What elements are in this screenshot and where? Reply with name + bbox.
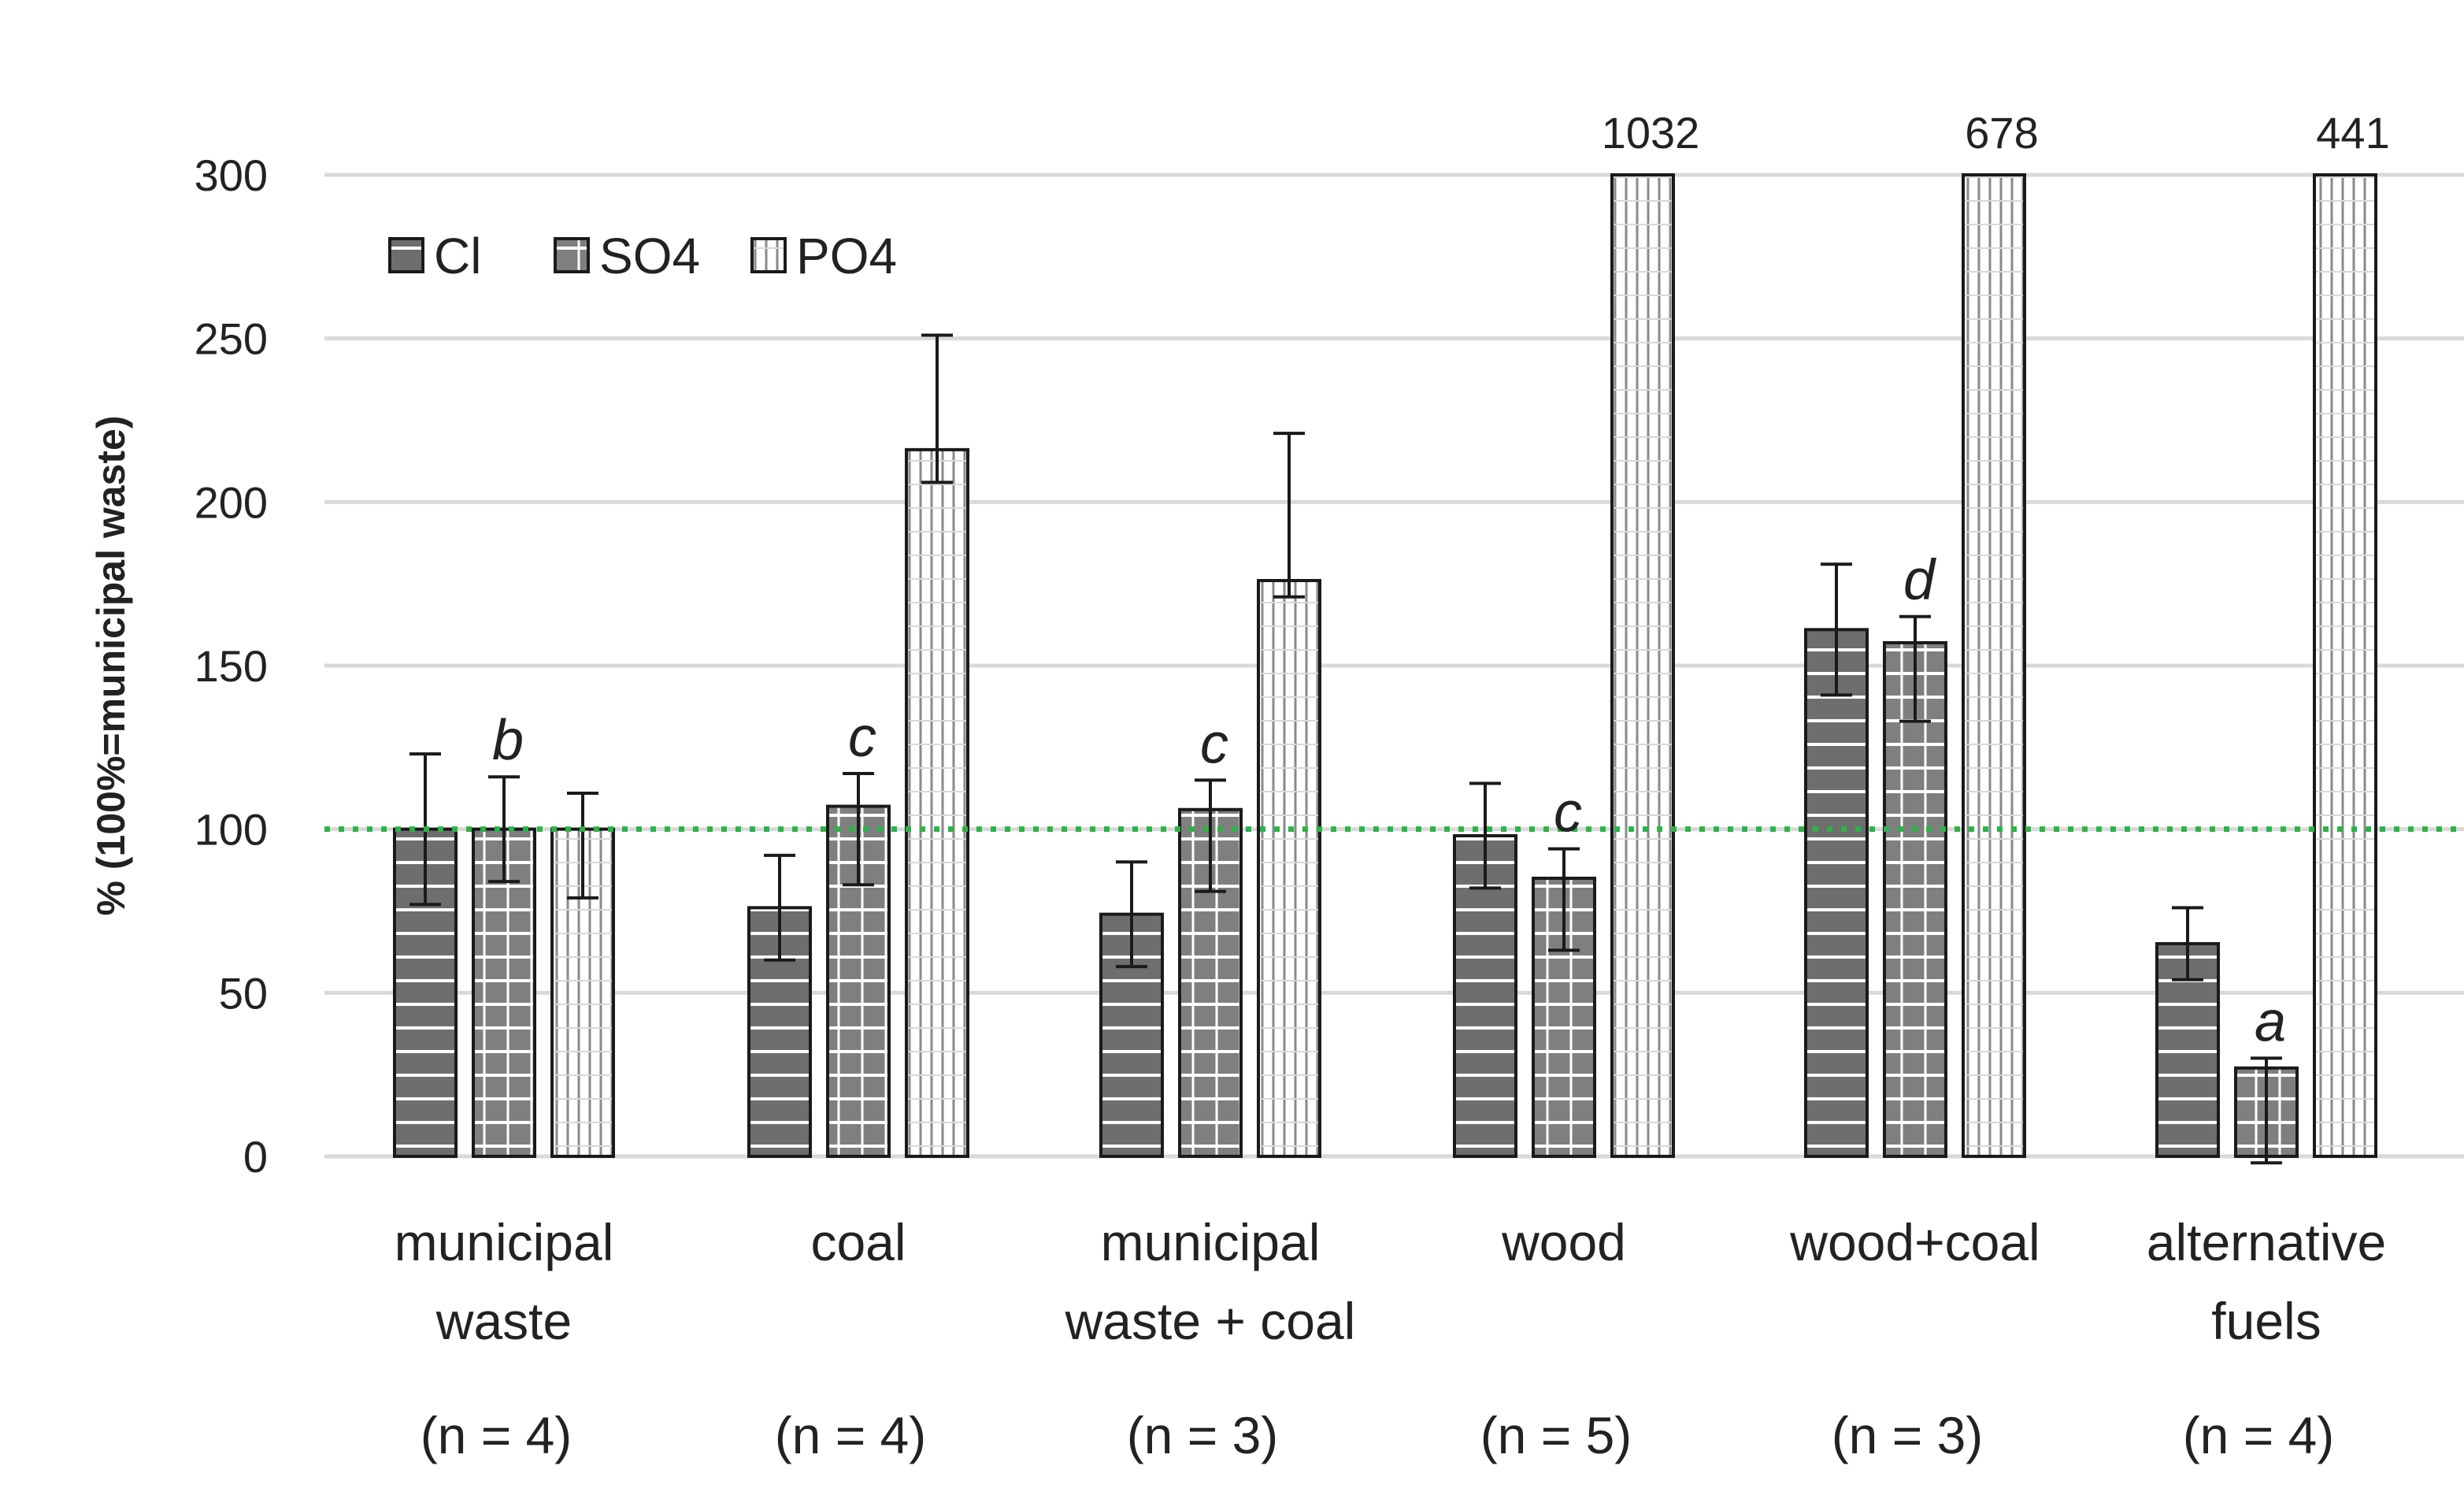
bar-po4 <box>2313 173 2377 1158</box>
bar-so4 <box>472 827 536 1158</box>
truncated-value-label: 678 <box>1965 108 2038 158</box>
category-label: coal <box>810 1213 906 1271</box>
truncated-value-label: 441 <box>2316 108 2389 158</box>
category-label: alternative <box>2147 1213 2387 1271</box>
legend-label-so4: SO4 <box>599 228 700 284</box>
category-label: wood+coal <box>1789 1213 2040 1271</box>
legend: Cl SO4 PO4 <box>388 228 897 284</box>
bar-po4 <box>1610 173 1675 1158</box>
bar-so4 <box>1883 640 1947 1158</box>
y-axis: 0 50 100 150 200 250 300 % (100%=municipal wast… <box>89 150 2464 1182</box>
y-tick-label: 300 <box>195 150 268 200</box>
y-tick-label: 100 <box>195 805 268 855</box>
legend-label-cl: Cl <box>434 228 481 284</box>
significance-letter: c <box>1554 781 1582 844</box>
category-label: waste + coal <box>1065 1292 1356 1350</box>
sample-size-label: (n = 4) <box>421 1406 572 1464</box>
significance-letter: a <box>2255 990 2286 1053</box>
y-tick-label: 150 <box>195 641 268 691</box>
sample-size-label: (n = 5) <box>1480 1406 1632 1464</box>
gridlines <box>324 173 2464 1159</box>
bar-po4 <box>905 447 969 1158</box>
legend-swatch-so4 <box>554 237 590 273</box>
y-tick-label: 250 <box>195 314 268 364</box>
significance-letter: c <box>848 706 876 769</box>
sample-size-label: (n = 3) <box>1832 1406 1984 1464</box>
y-tick-label: 50 <box>219 968 268 1018</box>
category-label: fuels <box>2211 1292 2321 1350</box>
significance-letter: b <box>492 709 524 772</box>
y-tick-label: 0 <box>243 1132 268 1182</box>
bar-po4 <box>1257 579 1321 1158</box>
significance-letter: d <box>1903 549 1936 612</box>
sample-size-label: (n = 4) <box>775 1406 927 1464</box>
category-label: waste <box>435 1292 572 1350</box>
sample-size-label: (n = 3) <box>1127 1406 1279 1464</box>
labels: 1032 678 441 b c c c d a municipal waste (n = 4) coa… <box>395 108 2390 1464</box>
sample-size-label: (n = 4) <box>2183 1406 2335 1464</box>
legend-swatch-cl <box>388 237 424 273</box>
y-tick-label: 200 <box>195 477 268 527</box>
bars <box>393 173 2377 1165</box>
bar-cl <box>1804 628 1869 1158</box>
bar-cl <box>1453 833 1517 1159</box>
truncated-value-label: 1032 <box>1602 108 1700 158</box>
significance-letter: c <box>1200 712 1228 775</box>
legend-swatch-po4 <box>750 237 787 273</box>
category-label: municipal <box>1101 1213 1321 1271</box>
bar-po4 <box>1962 173 2026 1158</box>
category-label: municipal <box>395 1213 614 1271</box>
legend-label-po4: PO4 <box>796 228 897 284</box>
y-axis-label: % (100%=municipal waste) <box>89 416 133 916</box>
category-label: wood <box>1501 1213 1626 1271</box>
